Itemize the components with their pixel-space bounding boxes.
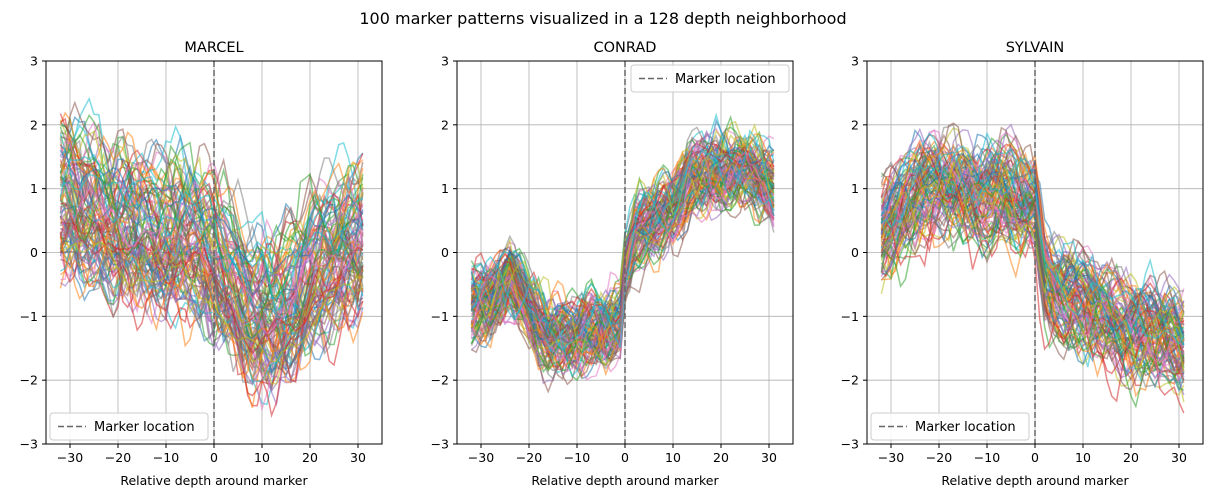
y-tick-label: −2 [20,373,38,388]
x-tick-label: −10 [153,450,179,465]
legend: Marker location [870,412,1030,441]
y-tick-label: 2 [441,117,449,132]
y-tick-label: 2 [30,117,38,132]
subplot-title: MARCEL [184,40,243,56]
y-tick-label: 0 [30,245,38,260]
series-group [470,112,775,394]
x-tick-label: −20 [926,450,952,465]
series-line [880,152,1185,346]
y-tick-label: −3 [20,437,38,452]
x-tick-label: −10 [974,450,1000,465]
y-tick-label: −3 [841,437,859,452]
y-tick-label: 0 [441,245,449,260]
legend: Marker location [630,64,790,93]
x-tick-label: 0 [210,450,218,465]
y-tick-label: −1 [841,309,859,324]
y-tick-label: −1 [20,309,38,324]
series-line [59,178,364,327]
series-line [59,120,364,287]
series-line [471,120,775,352]
series-group [59,96,364,419]
series-line [59,225,364,385]
y-tick-label: 1 [30,181,38,196]
series-line [59,153,364,313]
series-line [60,240,364,376]
subplot-sylvain: −30 −20 −10 0 10 20 30−3−2−10123SYLVAINRelativ… [841,40,1204,488]
x-tick-label: −10 [564,450,590,465]
y-tick-label: 1 [441,181,449,196]
x-tick-label: 30 [761,450,777,465]
series-line [59,176,364,360]
y-tick-label: 3 [441,54,449,69]
x-tick-label: 0 [1031,450,1039,465]
x-axis-label: Relative depth around marker [941,473,1129,488]
series-line [880,172,1185,373]
y-tick-label: −3 [431,437,449,452]
series-line [880,160,1185,372]
subplot-title: CONRAD [594,40,657,56]
x-tick-label: −20 [105,450,131,465]
series-line [59,177,364,373]
series-line [60,241,363,362]
y-tick-label: −2 [431,373,449,388]
series-line [59,221,364,379]
series-line [470,129,775,351]
subplot-marcel: −30 −20 −10 0 10 20 30−3−2−10123MARCELRelative… [20,40,383,488]
figure-title: 100 marker patterns visualized in a 128 … [359,9,846,28]
x-axis-label: Relative depth around marker [120,473,308,488]
x-tick-label: 30 [1171,450,1187,465]
x-tick-label: 0 [621,450,629,465]
x-tick-label: 20 [713,450,729,465]
series-line [59,187,364,335]
legend-label: Marker location [915,420,1016,435]
y-tick-label: 0 [851,245,859,260]
series-line [60,181,364,338]
series-line [880,171,1185,361]
y-tick-label: 3 [851,54,859,69]
subplot-conrad: −30 −20 −10 0 10 20 30−3−2−10123CONRADRelative… [431,40,794,488]
series-line [59,140,364,332]
x-tick-label: −20 [516,450,542,465]
legend-label: Marker location [675,72,776,87]
y-tick-label: 3 [30,54,38,69]
legend-box [870,412,1030,441]
x-tick-label: 10 [254,450,270,465]
series-line [59,122,364,314]
legend-label: Marker location [94,420,195,435]
y-tick-label: 2 [851,117,859,132]
series-line [60,228,364,386]
legend: Marker location [49,412,209,441]
series-line [880,139,1184,346]
legend-box [630,64,790,93]
series-line [60,156,364,299]
series-line [880,181,1185,391]
chart-panels: −30 −20 −10 0 10 20 30−3−2−10123MARCELRelative… [20,40,1204,488]
x-tick-label: −30 [57,450,83,465]
series-line [880,151,1185,345]
series-line [880,160,1185,380]
legend-box [49,412,209,441]
y-tick-label: −2 [841,373,859,388]
x-tick-label: −30 [468,450,494,465]
series-line [59,144,364,297]
x-tick-label: 20 [1123,450,1139,465]
x-tick-label: 20 [302,450,318,465]
series-line [880,145,1185,336]
subplot-title: SYLVAIN [1006,40,1065,56]
series-group [880,122,1185,414]
series-line [59,220,364,419]
x-tick-label: −30 [878,450,904,465]
y-tick-label: −1 [431,309,449,324]
x-axis-label: Relative depth around marker [531,473,719,488]
x-tick-label: 10 [1075,450,1091,465]
x-tick-label: 30 [350,450,366,465]
series-line [880,204,1184,388]
x-tick-label: 10 [665,450,681,465]
series-line [471,155,775,341]
y-tick-label: 1 [851,181,859,196]
